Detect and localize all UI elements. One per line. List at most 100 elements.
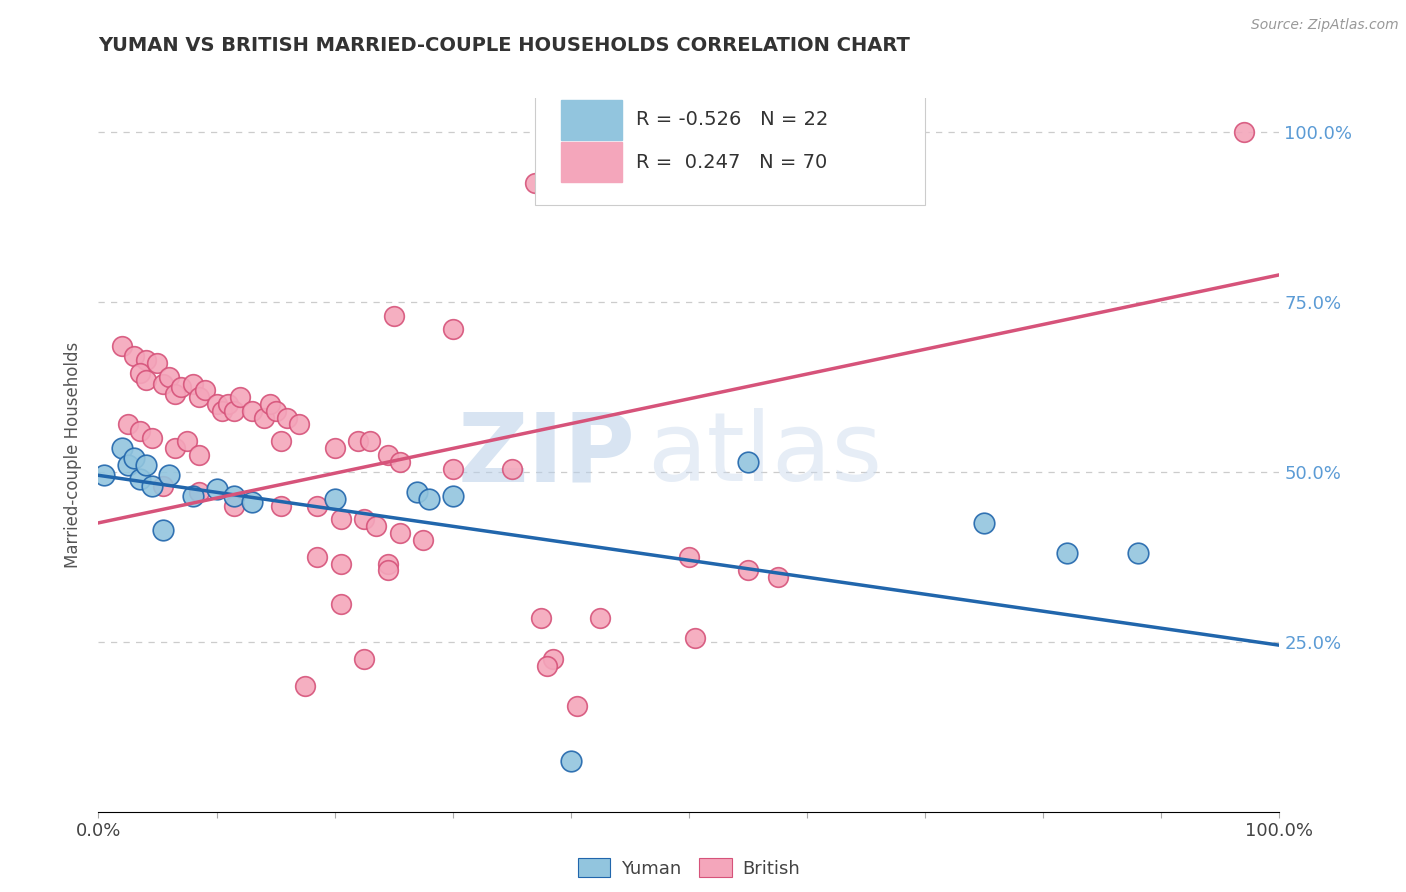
Point	[560, 754, 582, 768]
Point	[388, 526, 411, 541]
Point	[181, 376, 204, 391]
Point	[270, 499, 292, 513]
Point	[973, 516, 995, 530]
Point	[441, 461, 464, 475]
Point	[524, 176, 547, 190]
Point	[170, 380, 193, 394]
Point	[441, 322, 464, 336]
Point	[288, 417, 311, 432]
Point	[347, 434, 370, 449]
Point	[135, 458, 157, 472]
Point	[264, 403, 287, 417]
Point	[276, 410, 298, 425]
Point	[152, 376, 174, 391]
Point	[683, 632, 706, 646]
Point	[141, 478, 163, 492]
Point	[364, 519, 387, 533]
Point	[1126, 546, 1149, 560]
Point	[205, 397, 228, 411]
Point	[224, 489, 246, 503]
Point	[165, 386, 187, 401]
Point	[111, 441, 134, 455]
Point	[240, 495, 263, 509]
Point	[128, 472, 150, 486]
Point	[388, 455, 411, 469]
Point	[93, 468, 115, 483]
Point	[737, 455, 759, 469]
Point	[187, 485, 209, 500]
Point	[117, 417, 139, 432]
Point	[530, 611, 553, 625]
Legend: Yuman, British: Yuman, British	[571, 851, 807, 885]
Text: atlas: atlas	[648, 409, 883, 501]
Point	[1233, 125, 1256, 139]
Point	[259, 397, 281, 411]
Point	[541, 652, 564, 666]
Point	[737, 564, 759, 578]
Point	[329, 557, 352, 571]
Point	[128, 367, 150, 381]
Point	[194, 384, 217, 398]
Point	[146, 356, 169, 370]
Point	[157, 369, 180, 384]
Point	[135, 352, 157, 367]
Point	[152, 478, 174, 492]
Point	[377, 448, 399, 462]
Point	[589, 611, 612, 625]
Point	[565, 699, 588, 714]
Point	[359, 434, 381, 449]
Point	[181, 489, 204, 503]
Point	[229, 390, 252, 404]
Point	[270, 434, 292, 449]
Point	[211, 403, 233, 417]
Point	[117, 458, 139, 472]
Point	[441, 489, 464, 503]
Y-axis label: Married-couple Households: Married-couple Households	[65, 342, 83, 568]
Point	[406, 485, 429, 500]
Point	[122, 451, 145, 466]
Text: R =  0.247   N = 70: R = 0.247 N = 70	[636, 153, 827, 172]
Point	[323, 441, 346, 455]
Point	[382, 309, 405, 323]
Text: YUMAN VS BRITISH MARRIED-COUPLE HOUSEHOLDS CORRELATION CHART: YUMAN VS BRITISH MARRIED-COUPLE HOUSEHOL…	[98, 36, 910, 54]
Point	[1056, 546, 1078, 560]
Point	[761, 169, 783, 184]
Point	[152, 523, 174, 537]
Point	[536, 658, 558, 673]
Point	[224, 403, 246, 417]
Point	[294, 679, 316, 693]
Point	[329, 598, 352, 612]
Point	[224, 499, 246, 513]
Point	[678, 549, 700, 564]
FancyBboxPatch shape	[561, 143, 621, 182]
FancyBboxPatch shape	[536, 91, 925, 205]
Point	[217, 397, 239, 411]
Point	[253, 410, 276, 425]
Point	[122, 350, 145, 364]
Text: Source: ZipAtlas.com: Source: ZipAtlas.com	[1251, 18, 1399, 32]
Point	[501, 461, 523, 475]
Point	[353, 652, 375, 666]
Point	[240, 403, 263, 417]
FancyBboxPatch shape	[561, 100, 621, 139]
Point	[157, 468, 180, 483]
Point	[187, 390, 209, 404]
Point	[187, 448, 209, 462]
Point	[412, 533, 434, 547]
Point	[135, 373, 157, 387]
Point	[141, 431, 163, 445]
Point	[205, 482, 228, 496]
Point	[165, 441, 187, 455]
Point	[305, 549, 328, 564]
Point	[377, 564, 399, 578]
Point	[176, 434, 198, 449]
Point	[353, 512, 375, 526]
Point	[323, 492, 346, 507]
Text: ZIP: ZIP	[458, 409, 636, 501]
Point	[128, 424, 150, 438]
Point	[766, 570, 789, 584]
Point	[305, 499, 328, 513]
Point	[418, 492, 440, 507]
Point	[111, 339, 134, 353]
Text: R = -0.526   N = 22: R = -0.526 N = 22	[636, 110, 828, 129]
